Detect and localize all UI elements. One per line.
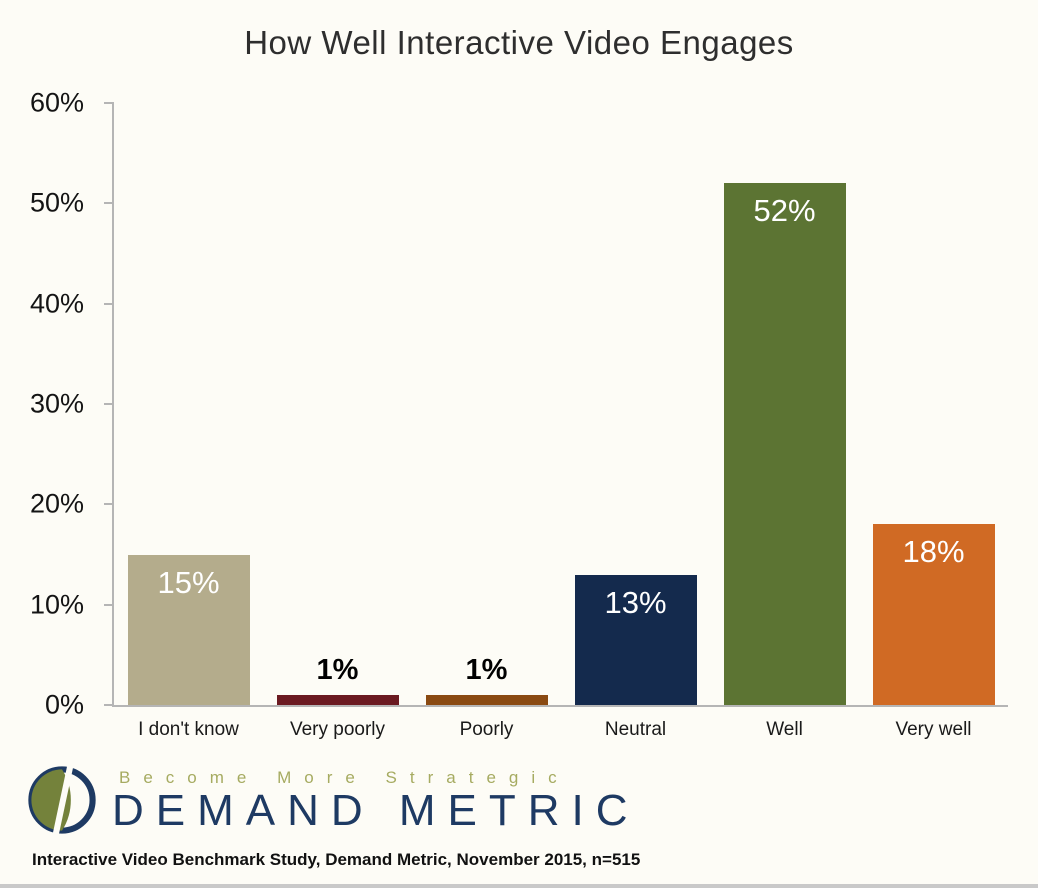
brand-text: Become More Strategic DEMAND METRIC [112, 766, 640, 833]
x-axis-label: Neutral [604, 719, 667, 740]
bar-poorly: 1% [425, 654, 548, 705]
bar-value-label: 1% [465, 653, 508, 686]
y-tick-label: 20% [29, 488, 84, 519]
y-tick-label: 30% [29, 388, 84, 419]
source-note: Interactive Video Benchmark Study, Deman… [32, 850, 641, 869]
y-tick-mark [104, 603, 114, 606]
x-axis-label: Very well [895, 719, 972, 740]
bar-value-label: 13% [604, 584, 667, 620]
demand-metric-logo-icon [28, 766, 96, 834]
bar-slot: 52% Well [710, 103, 859, 740]
bar-value-label: 1% [316, 653, 359, 686]
brand-tagline: Become More Strategic [119, 768, 570, 787]
bar-value-label: 52% [753, 193, 816, 229]
y-tick-label: 10% [29, 589, 84, 620]
bar-slot: 13% Neutral [561, 103, 710, 740]
bar-slot: 15% I don't know [114, 103, 263, 740]
y-tick-label: 0% [44, 689, 84, 720]
bar-slot: 18% Very well [859, 103, 1008, 740]
bars-row: 15% I don't know 1% Very poorly 1% Poorly 13% N… [114, 103, 1008, 740]
bar-slot: 1% Very poorly [263, 103, 412, 740]
y-tick-mark [104, 302, 114, 305]
branding-block: Become More Strategic DEMAND METRIC [28, 766, 640, 834]
bar-value-label: 18% [902, 534, 965, 570]
plot-area: 15% I don't know 1% Very poorly 1% Poorly 13% N… [104, 102, 1008, 740]
y-tick-mark [104, 704, 114, 706]
y-axis: 0% 10% 20% 30% 40% 50% 60% [0, 88, 98, 720]
y-tick-mark [104, 503, 114, 506]
bar-value-label: 15% [157, 564, 220, 600]
bar-neutral: 13% [574, 574, 697, 705]
x-axis-label: I don't know [138, 719, 239, 740]
bar-very-poorly: 1% [276, 654, 399, 705]
x-axis-label: Poorly [459, 719, 514, 740]
y-tick-label: 60% [29, 87, 84, 118]
brand-name: DEMAND METRIC [112, 786, 640, 835]
bar-slot: 1% Poorly [412, 103, 561, 740]
y-tick-label: 50% [29, 187, 84, 218]
y-tick-mark [104, 202, 114, 205]
x-axis-label: Well [766, 719, 803, 740]
chart-title: How Well Interactive Video Engages [244, 24, 794, 61]
bar-well: 52% [723, 183, 846, 705]
y-tick-mark [104, 403, 114, 405]
x-axis-label: Very poorly [289, 719, 386, 740]
bar-very-well: 18% [872, 524, 995, 705]
bar-i-don-t-know: 15% [127, 554, 250, 705]
y-tick-mark [104, 102, 114, 104]
y-tick-label: 40% [29, 288, 84, 319]
